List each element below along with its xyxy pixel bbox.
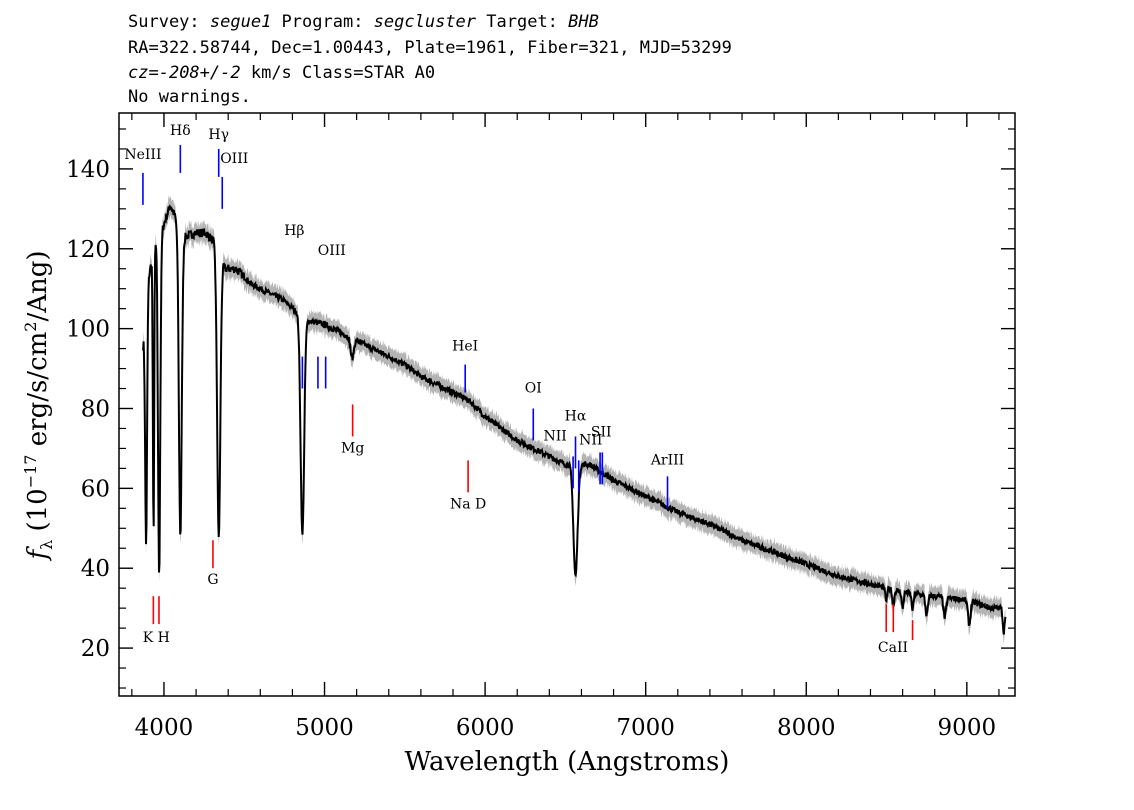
- survey-value: segue1: [209, 12, 272, 32]
- x-tick-label: 7000: [616, 715, 675, 741]
- spectrum-series: [142, 204, 1007, 635]
- y-tick-label: 100: [66, 317, 110, 343]
- header-line-3: cz=-208+/-2 km/s Class=STAR A0: [128, 65, 435, 82]
- emission-label-SII: SII: [591, 424, 612, 440]
- x-tick-label: 8000: [777, 715, 836, 741]
- x-tick-label: 5000: [295, 715, 354, 741]
- axes: 4000 5000 6000 7000 8000 9000 20 40 60 80 100 120 14…: [66, 113, 1015, 741]
- x-tick-label: 9000: [938, 715, 997, 741]
- cz-value: -208+/-2: [158, 63, 241, 83]
- y-axis-title: fλ (10−17 erg/s/cm2/Ang): [21, 250, 56, 561]
- emission-label-Hγ: Hγ: [208, 127, 229, 143]
- plot-frame: [118, 112, 1016, 697]
- header-line-4: No warnings.: [128, 87, 251, 107]
- absorption-label-Na-D: Na D: [450, 496, 486, 512]
- survey-label: Survey:: [128, 12, 210, 32]
- emission-label-Hδ: Hδ: [170, 123, 191, 139]
- emission-label-NII: NII: [543, 428, 566, 444]
- x-tick-label: 4000: [135, 715, 194, 741]
- emission-label-ArIII: ArIII: [650, 452, 684, 468]
- header-line-1: Survey: segue1 Program: segcluster Targe…: [128, 14, 599, 31]
- y-tick-label: 140: [66, 157, 110, 183]
- emission-label-OIII: OIII: [220, 151, 248, 167]
- emission-label-OIII: OIII: [318, 243, 346, 259]
- emission-label-NII: NII: [579, 432, 602, 448]
- program-value: segcluster: [373, 12, 477, 32]
- spectrum: [142, 204, 1007, 635]
- target-label: Target:: [476, 12, 569, 32]
- emission-label-Hβ: Hβ: [284, 223, 304, 239]
- y-tick-label: 60: [81, 476, 110, 502]
- target-value: BHB: [568, 12, 599, 32]
- class-value: Class=STAR A0: [291, 63, 436, 83]
- cz-label: cz=: [128, 63, 159, 83]
- emission-label-HeI: HeI: [452, 339, 478, 355]
- header-line-2: RA=322.58744, Dec=1.00443, Plate=1961, F…: [128, 38, 732, 58]
- program-label: Program:: [271, 12, 374, 32]
- emission-label-Hα: Hα: [565, 408, 587, 424]
- x-axis-title: Wavelength (Angstroms): [405, 747, 730, 777]
- y-tick-label: 40: [81, 556, 110, 582]
- x-tick-label: 6000: [456, 715, 515, 741]
- absorption-label-CaII: CaII: [878, 640, 908, 656]
- absorption-label-K-H: K H: [143, 630, 170, 646]
- cz-unit: km/s: [240, 63, 292, 83]
- y-tick-label: 80: [81, 396, 110, 422]
- absorption-label-Mg: Mg: [341, 440, 364, 456]
- absorption-label-G: G: [207, 572, 218, 588]
- y-tick-label: 120: [66, 237, 110, 263]
- emission-label-NeIII: NeIII: [124, 147, 161, 163]
- y-tick-label: 20: [81, 636, 110, 662]
- emission-label-OI: OI: [525, 381, 542, 397]
